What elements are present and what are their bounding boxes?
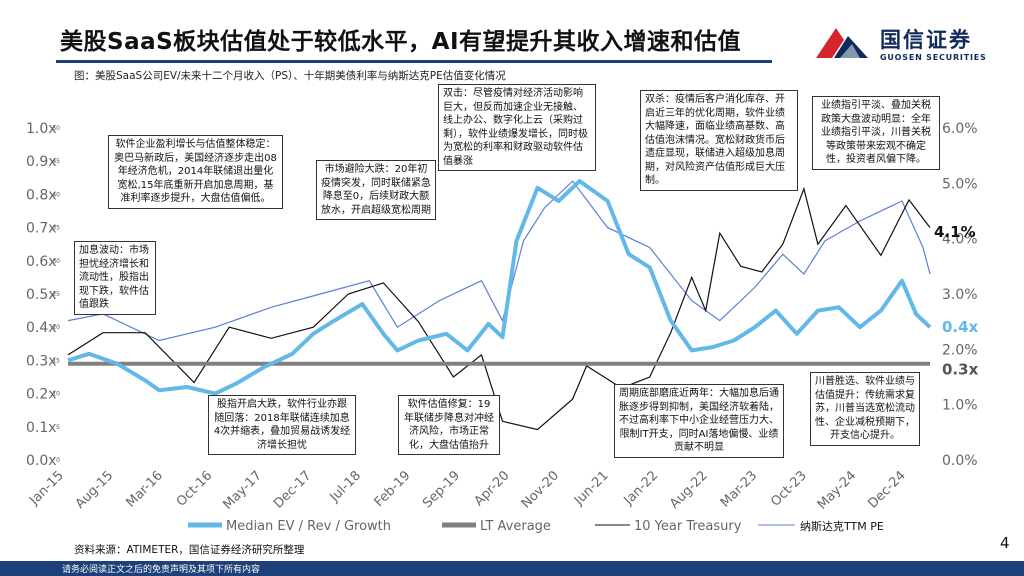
legend-label-lt: LT Average: [480, 519, 551, 534]
callout-2018-selloff: 股指开启大跌，软件行业亦跟随回落：2018年联储连续加息4次并缩表，叠加贸易战诱…: [208, 395, 356, 455]
valuation-chart: 0.0x 0.1x 0.2x 0.3x 0.4x 0.5x 0.6x 0.7x 0.8x 0.9x…: [26, 121, 979, 534]
y-left-tick-label: 0.9x: [26, 154, 57, 170]
y-inner-tick-label: 30: [52, 258, 60, 265]
logo-english-name: GUOSEN SECURITIES: [880, 53, 987, 62]
x-tick-label: Jan-22: [621, 468, 662, 509]
x-tick-label: May-17: [220, 468, 264, 512]
x-tick-label: Aug-15: [73, 468, 117, 512]
y-right-tick-label: 2.0%: [942, 342, 978, 358]
x-tick-label: Oct-16: [174, 468, 216, 510]
callout-double-kill: 双杀：疫情后客户消化库存、开启近三年的优化周期，软件业绩大幅降速，面临业绩高基数…: [640, 90, 798, 191]
y-left-tick-label: 0.2x: [26, 387, 57, 403]
x-tick-label: Mar-23: [718, 468, 760, 510]
y-left-tick-label: 0.3x: [26, 353, 57, 369]
logo-chinese-name: 国信证券: [880, 28, 972, 52]
y-right-tick-label: 0.0%: [942, 453, 978, 469]
source-note: 资料来源：ATIMETER，国信证券经济研究所整理: [74, 544, 305, 556]
figure-caption: 图：美股SaaS公司EV/未来十二个月收入（PS）、十年期美债利率与纳斯达克PE…: [74, 70, 506, 82]
legend-label-treasury: 10 Year Treasury: [634, 519, 742, 534]
x-tick-label: Sep-19: [420, 468, 463, 511]
y-left-tick-label: 0.7x: [26, 221, 57, 237]
callout-stable-growth: 软件企业盈利增长与估值整体稳定：奥巴马新政后，美国经济逐步走出08年经济危机，2…: [108, 135, 283, 209]
y-left-tick-label: 0.8x: [26, 187, 57, 203]
legend-label-median: Median EV / Rev / Growth: [226, 519, 391, 534]
series-10y-treasury: [67, 186, 931, 431]
y-right-tick-label: 1.0%: [942, 398, 978, 414]
y-inner-tick-label: 0: [56, 457, 60, 464]
series-nasdaq-pe: [67, 180, 931, 342]
y-inner-tick-label: 15: [52, 357, 60, 364]
x-tick-label: Mar-16: [124, 468, 166, 510]
y-inner-tick-label: 25: [52, 291, 60, 298]
y-left-tick-label: 0.5x: [26, 287, 57, 303]
end-label-lt: 0.3x: [942, 360, 979, 378]
y-left-tick-label: 0.4x: [26, 320, 57, 336]
legend-label-nasdaq: 纳斯达克TTM PE: [800, 520, 884, 533]
y-inner-tick-label: 5: [56, 424, 60, 431]
y-right-tick-label: 6.0%: [942, 121, 978, 137]
y-inner-tick-label: 40: [52, 191, 60, 198]
y-inner-tick-label: 50: [52, 125, 60, 132]
page-number: 4: [1000, 534, 1010, 552]
callout-valuation-repair: 软件估值修复：19年联储步降息对冲经济风险，市场正常化，大盘估值抬升: [398, 395, 500, 455]
x-tick-label: May-24: [815, 468, 859, 512]
end-label-nasdaq: 4.1%: [934, 223, 976, 241]
callout-tariff-volatility: 业绩指引平淡、叠加关税政策大盘波动明显：全年业绩指引平淡，川普关税等政策带来宏观…: [812, 96, 940, 170]
page-title: 美股SaaS板块估值处于较低水平，AI有望提升其收入增速和估值: [60, 29, 742, 55]
series-median-ev-rev-growth: [67, 179, 932, 396]
callout-cycle-bottom: 周期底部磨底近两年：大幅加息后通胀逐步得到抑制，美国经济软着陆，不过高利率下中小…: [614, 384, 784, 458]
y-inner-tick-label: 35: [52, 225, 60, 232]
y-left-tick-label: 0.0x: [26, 453, 57, 469]
brand-logo: 国信证券 GUOSEN SECURITIES: [814, 20, 1024, 70]
x-tick-label: Aug-22: [667, 468, 711, 512]
x-tick-label: Dec-17: [271, 468, 314, 511]
y-right-tick-label: 5.0%: [942, 176, 978, 192]
x-tick-label: Jul-18: [327, 468, 364, 505]
guosen-logo-icon: [816, 28, 868, 58]
x-tick-label: Apr-20: [472, 468, 513, 509]
y-right-tick-label: 4.0%: [942, 232, 978, 248]
x-tick-label: Jun-21: [571, 468, 612, 509]
x-tick-label: Nov-20: [519, 468, 562, 511]
callout-risk-off-crash: 市场避险大跌：20年初疫情突发，同时联储紧急降息至0，后续财政大额放水，开启超级…: [316, 160, 436, 220]
y-left-tick-label: 0.6x: [26, 254, 57, 270]
end-label-median: 0.4x: [942, 318, 979, 336]
disclaimer-text: 请务必阅读正文之后的免责声明及其项下所有内容: [62, 565, 261, 575]
y-left-tick-label: 0.1x: [26, 420, 57, 436]
callout-trump-win: 川普胜选、软件业绩与估值提升：传统需求复苏，川普当选宽松流动性、企业减税预期下，…: [810, 372, 920, 446]
x-tick-label: Jan-15: [26, 468, 67, 509]
y-right-tick-label: 3.0%: [942, 287, 978, 303]
disclaimer-bar: 请务必阅读正文之后的免责声明及其项下所有内容: [0, 561, 1024, 576]
callout-rate-hike-volatility: 加息波动：市场担忧经济增长和流动性，股指出现下跌，软件估值跟跌: [74, 241, 156, 315]
x-tick-label: Dec-24: [865, 468, 908, 511]
x-tick-label: Oct-23: [768, 468, 810, 510]
y-left-tick-label: 1.0x: [26, 121, 57, 137]
y-inner-tick-label: 20: [52, 324, 60, 331]
y-inner-tick-label: 45: [52, 158, 60, 165]
title-underline: [56, 60, 772, 63]
callout-double-boost: 双击：尽管疫情对经济活动影响巨大，但反而加速企业无接触、线上办公、数字化上云（采…: [438, 84, 596, 171]
y-inner-tick-label: 10: [52, 391, 60, 398]
x-tick-label: Feb-19: [372, 468, 414, 510]
